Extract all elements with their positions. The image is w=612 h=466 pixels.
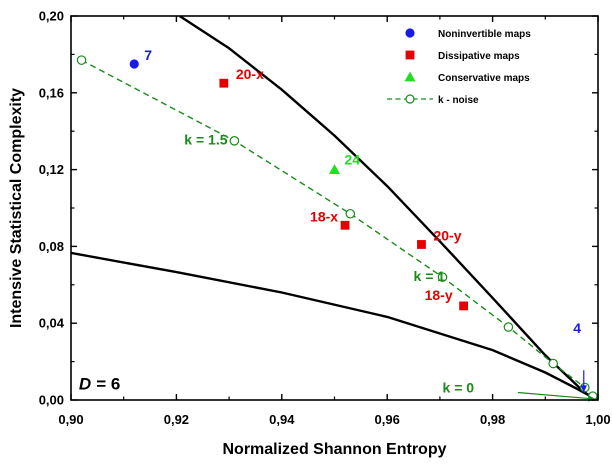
k-noise-point <box>437 272 448 282</box>
legend-label: Noninvertible maps <box>438 29 531 40</box>
x-tick-label: 0,92 <box>164 412 189 427</box>
annotations: k = 1.5 k = 1 k = 0 4 D = 6 <box>79 132 596 402</box>
point-label: 20-y <box>433 227 461 243</box>
k-noise-point <box>503 322 514 332</box>
dissipative-maps-point <box>219 78 229 88</box>
annotation-4: 4 <box>573 320 581 336</box>
lower-boundary-curve <box>71 251 598 400</box>
legend-marker <box>405 50 415 60</box>
dissipative-maps-point <box>340 220 350 230</box>
series-k-noise <box>76 55 598 401</box>
series-conservative-maps: 24 <box>329 152 360 174</box>
y-tick-label: 0,16 <box>39 85 64 100</box>
legend: Noninvertible maps Dissipative maps Conser… <box>387 28 531 106</box>
y-tick-label: 0,04 <box>39 316 65 331</box>
dissipative-maps-point <box>459 301 469 311</box>
legend-label: k - noise <box>438 95 479 106</box>
point-label: 18-x <box>310 208 338 224</box>
annotation-d: D <box>79 374 91 393</box>
legend-marker <box>404 71 416 82</box>
noninvertible-maps-point <box>129 59 139 69</box>
dissipative-maps-point <box>417 240 426 249</box>
series-noninvertible-maps: 7 <box>129 47 152 69</box>
legend-label: Conservative maps <box>438 73 530 84</box>
axes: 0,90 0,92 0,94 0,96 0,98 1,00 0,00 0,04 0,08 0,12… <box>8 9 611 459</box>
y-tick-label: 0,08 <box>39 239 64 254</box>
legend-label: Dissipative maps <box>438 51 520 62</box>
k-noise-point <box>345 208 356 219</box>
y-tick-label: 0,00 <box>39 393 64 408</box>
boundary-curves <box>71 16 598 400</box>
annotation-k-1: k = 1 <box>414 268 446 284</box>
annotation-k-1-5: k = 1.5 <box>184 132 227 148</box>
x-tick-label: 0,90 <box>58 412 83 427</box>
conservative-maps-point <box>329 164 340 174</box>
point-label: 18-y <box>425 287 453 303</box>
k-noise-point <box>76 55 87 65</box>
x-tick-label: 0,94 <box>269 412 295 427</box>
legend-entry-noninvertible-maps: Noninvertible maps <box>405 28 531 40</box>
y-axis-label: Intensive Statistical Complexity <box>8 88 25 328</box>
y-tick-label: 0,12 <box>39 162 64 177</box>
x-tick-label: 0,98 <box>480 412 505 427</box>
upper-boundary-curve <box>178 16 598 400</box>
legend-entry-dissipative-maps: Dissipative maps <box>405 50 520 62</box>
arrow-4-head <box>580 385 587 393</box>
legend-entry-k-noise: k - noise <box>387 94 479 106</box>
point-label: 20-x <box>236 66 264 82</box>
legend-marker <box>405 28 415 38</box>
x-axis-label: Normalized Shannon Entropy <box>222 441 446 458</box>
legend-marker <box>405 94 415 104</box>
annotation-k-0: k = 0 <box>443 379 475 395</box>
series-dissipative-maps: 20-x 18-x 20-y 18-y <box>219 66 469 311</box>
arrow-4 <box>580 370 587 393</box>
k-noise-point <box>229 136 240 146</box>
legend-entry-conservative-maps: Conservative maps <box>404 71 530 84</box>
arrow-k0-shaft <box>517 391 596 400</box>
x-tick-label: 0,96 <box>375 412 400 427</box>
k-noise-line <box>81 59 594 397</box>
k-noise-point <box>548 358 559 369</box>
data-series: 7 20-x 18-x 20-y 18-y 24 <box>76 47 598 401</box>
x-tick-label: 1,00 <box>585 412 610 427</box>
point-label: 24 <box>345 152 361 168</box>
annotation-6: = 6 <box>96 374 120 393</box>
y-tick-label: 0,20 <box>39 9 64 24</box>
point-label: 7 <box>144 47 152 63</box>
